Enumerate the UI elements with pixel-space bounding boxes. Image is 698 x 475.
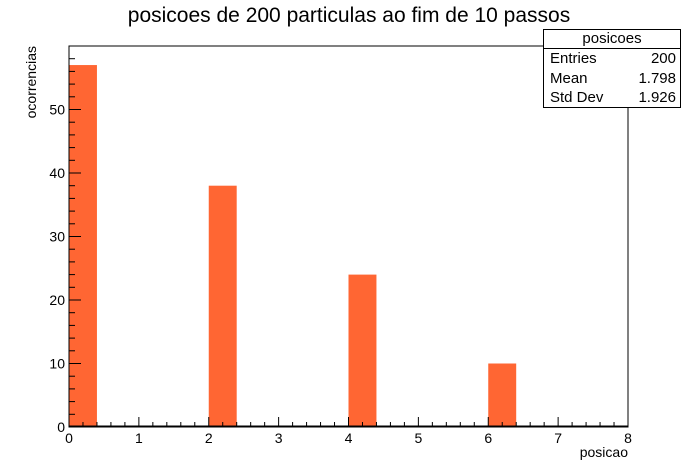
stats-label: Mean xyxy=(550,69,588,87)
y-tick-label: 30 xyxy=(49,229,65,245)
y-axis-label: ocorrencias xyxy=(23,46,39,118)
y-tick-label: 10 xyxy=(49,356,65,372)
stats-row-stddev: Std Dev 1.926 xyxy=(544,88,680,108)
x-axis-label: posicao xyxy=(580,444,628,460)
x-tick-label: 3 xyxy=(275,430,283,446)
y-tick-label: 20 xyxy=(49,292,65,308)
histogram-bar xyxy=(348,274,377,427)
histogram-bar xyxy=(69,65,97,428)
stats-box-title: posicoes xyxy=(544,30,680,49)
x-tick-label: 7 xyxy=(554,430,562,446)
y-tick-label: 0 xyxy=(57,419,65,435)
x-tick-label: 5 xyxy=(414,430,422,446)
bars-layer xyxy=(69,65,517,428)
x-tick-label: 6 xyxy=(484,430,492,446)
stats-value: 1.926 xyxy=(638,89,676,106)
x-tick-label: 0 xyxy=(65,430,73,446)
axes-layer: 0 1 2 3 4 5 6 7 8 0 10 20 30 40 50 xyxy=(49,45,632,446)
stats-value: 1.798 xyxy=(638,69,676,87)
x-tick-label: 8 xyxy=(624,430,632,446)
stats-row-entries: Entries 200 xyxy=(544,49,680,69)
stats-label: Std Dev xyxy=(550,89,604,106)
histogram-bar xyxy=(208,185,237,427)
stats-value: 200 xyxy=(650,50,676,67)
y-tick-label: 50 xyxy=(49,102,65,118)
stats-box: posicoes Entries 200 Mean 1.798 Std Dev … xyxy=(543,29,681,108)
stats-label: Entries xyxy=(550,50,597,67)
x-tick-label: 1 xyxy=(135,430,143,446)
x-tick-label: 4 xyxy=(345,430,353,446)
stats-row-mean: Mean 1.798 xyxy=(544,69,680,89)
x-tick-label: 2 xyxy=(205,430,213,446)
chart-title: posicoes de 200 particulas ao fim de 10 … xyxy=(127,4,571,27)
histogram-bar xyxy=(488,363,517,427)
y-tick-label: 40 xyxy=(49,165,65,181)
